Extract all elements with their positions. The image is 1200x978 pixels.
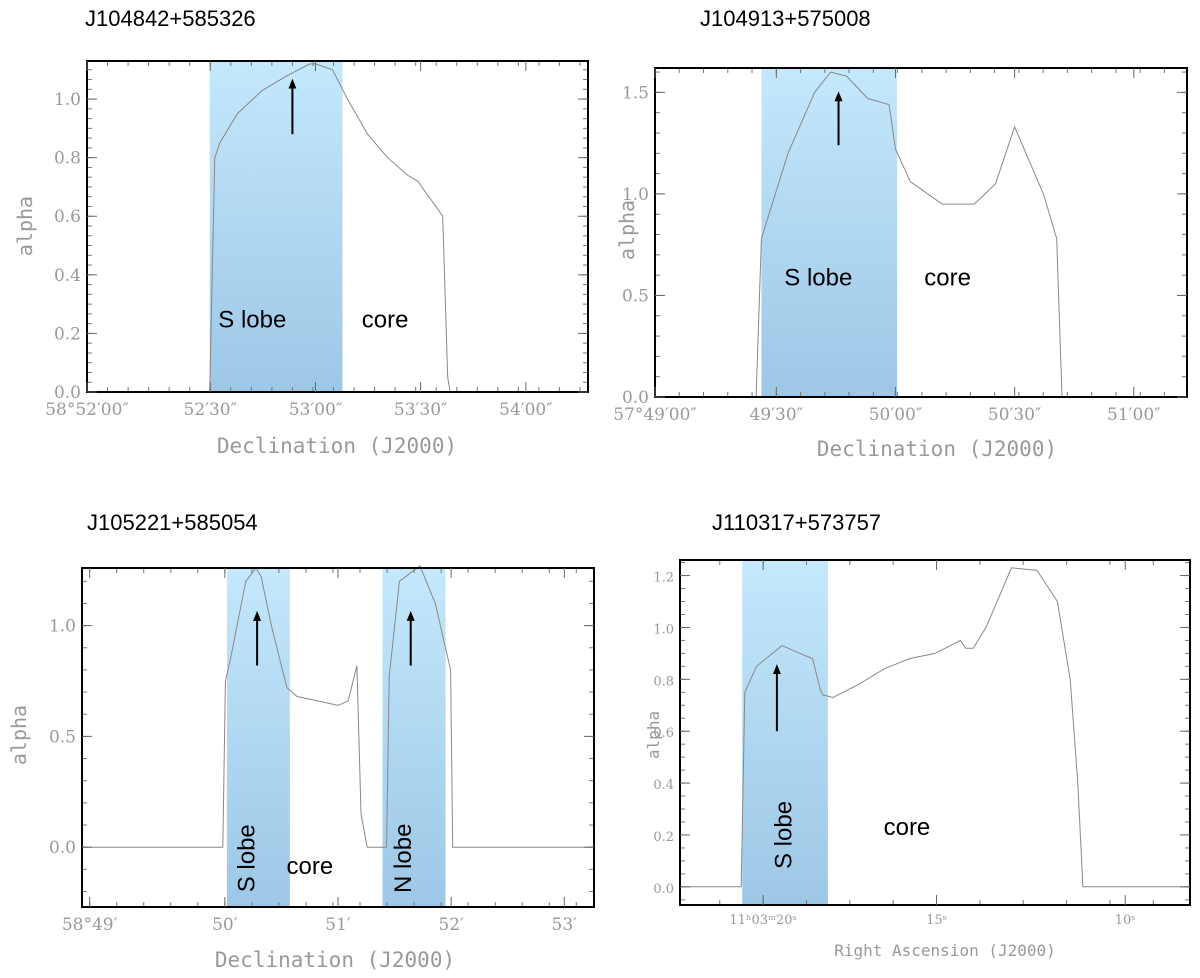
- x-tick-label: 53′30″: [394, 400, 447, 420]
- region-label: S lobe: [770, 801, 797, 869]
- x-tick-label: 54′00″: [499, 400, 552, 420]
- x-axis-label: Right Ascension (J2000): [834, 941, 1056, 960]
- region-label: S lobe: [234, 824, 261, 892]
- y-tick-label: 0.4: [54, 266, 81, 286]
- y-tick-label: 0.0: [622, 388, 649, 408]
- x-tick-label: 50′30″: [988, 405, 1041, 425]
- plot-frame: [654, 67, 1188, 398]
- y-axis-label: alpha: [615, 200, 639, 260]
- panel-2: J104913+575008 alpha Declination (J2000)…: [613, 6, 1188, 461]
- y-axis-label: alpha: [13, 196, 37, 256]
- x-tick-label: 53′00″: [289, 400, 342, 420]
- y-axis-label: alpha: [644, 711, 663, 759]
- y-tick-label: 0.5: [49, 727, 76, 747]
- alpha-curve: [755, 71, 1063, 398]
- y-tick-label: 0.8: [653, 674, 674, 689]
- y-tick-label: 0.2: [54, 324, 81, 344]
- alpha-curve: [82, 565, 594, 848]
- x-tick-label: 52′: [438, 915, 464, 935]
- x-axis-label: Declination (J2000): [215, 948, 455, 972]
- x-tick-label: 58°52′00″: [45, 400, 129, 420]
- y-tick-label: 1.2: [653, 571, 674, 586]
- y-tick-label: 0.2: [653, 830, 674, 845]
- y-tick-label: 0.4: [653, 778, 674, 793]
- alpha-curve: [680, 567, 1190, 888]
- x-tick-label: 51′: [325, 915, 351, 935]
- region-label: core: [362, 307, 409, 334]
- y-tick-label: 0.0: [49, 838, 76, 858]
- y-axis-label: alpha: [7, 705, 31, 765]
- lobe-band-0: [742, 560, 828, 905]
- plot-frame: [679, 559, 1191, 906]
- region-label: N lobe: [390, 824, 417, 893]
- region-label: core: [286, 853, 333, 880]
- y-tick-label: 1.0: [54, 90, 81, 110]
- plot-frame: [81, 567, 595, 908]
- panel-4: J110317+573757 alpha Right Ascension (J2…: [644, 510, 1191, 960]
- minor-ticks: [82, 568, 594, 907]
- panel-title: J104842+585326: [85, 6, 256, 31]
- x-tick-label: 50′00″: [869, 405, 922, 425]
- panel-title: J110317+573757: [712, 510, 881, 535]
- region-label: S lobe: [784, 264, 852, 291]
- lobe-band-0: [761, 68, 898, 397]
- plot-frame: [86, 60, 589, 393]
- x-tick-label: 51′00″: [1107, 405, 1160, 425]
- y-tick-label: 0.5: [622, 286, 649, 306]
- x-tick-label: 53′: [552, 915, 578, 935]
- y-tick-label: 1.0: [49, 617, 76, 637]
- x-tick-label: 58°49′: [62, 915, 118, 935]
- lobe-band-0: [209, 61, 343, 392]
- lobe-band-1: [382, 568, 446, 907]
- x-tick-label: 15ˢ: [926, 913, 947, 928]
- x-tick-label: 49′30″: [750, 405, 803, 425]
- panel-3: J105221+585054 alpha Declination (J2000)…: [7, 510, 595, 972]
- panel-title: J105221+585054: [87, 510, 258, 535]
- x-axis-label: Declination (J2000): [217, 434, 457, 458]
- x-tick-label: 57°49′00″: [613, 405, 697, 425]
- x-tick-label: 50′: [212, 915, 238, 935]
- y-tick-label: 1.5: [622, 83, 649, 103]
- y-tick-label: 1.0: [622, 185, 649, 205]
- region-label: core: [924, 264, 971, 291]
- alpha-curve: [209, 63, 451, 393]
- y-tick-label: 0.8: [54, 149, 81, 169]
- region-label: core: [884, 814, 931, 841]
- y-tick-label: 0.6: [54, 207, 81, 227]
- panel-1: J104842+585326 alpha Declination (J2000)…: [13, 6, 589, 458]
- x-axis-label: Declination (J2000): [817, 437, 1057, 461]
- panel-title: J104913+575008: [700, 6, 871, 31]
- x-tick-label: 52′30″: [184, 400, 237, 420]
- x-tick-label: 11ʰ03ᵐ20ˢ: [729, 913, 797, 928]
- x-tick-label: 10ˢ: [1115, 913, 1136, 928]
- y-tick-label: 0.6: [653, 726, 674, 741]
- y-tick-label: 0.0: [54, 383, 81, 403]
- y-tick-label: 0.0: [653, 882, 674, 897]
- y-tick-label: 1.0: [653, 622, 674, 637]
- minor-ticks: [654, 68, 1187, 398]
- region-label: S lobe: [218, 307, 286, 334]
